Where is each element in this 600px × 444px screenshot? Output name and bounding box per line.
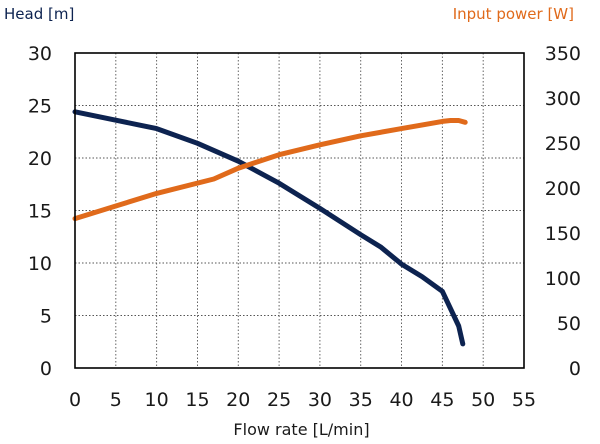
head-line: [72, 109, 466, 347]
left-y-tick-label: 30: [28, 43, 52, 65]
x-tick-label: 20: [226, 389, 250, 411]
x-tick-label: 55: [512, 389, 536, 411]
right-y-tick-label: 150: [545, 223, 581, 245]
left-y-tick-label: 25: [28, 96, 52, 118]
right-y-tick-label: 100: [545, 268, 581, 290]
left-y-tick-label: 5: [40, 306, 52, 328]
right-y-tick-label: 350: [545, 43, 581, 65]
input-power-line: [72, 118, 468, 222]
x-tick-label: 40: [389, 389, 413, 411]
right-y-tick-label: 250: [545, 133, 581, 155]
right-y-tick-label: 0: [569, 358, 581, 380]
right-y-tick-label: 50: [557, 313, 581, 335]
x-tick-label: 5: [110, 389, 122, 411]
right-y-tick-label: 200: [545, 178, 581, 200]
x-tick-label: 10: [145, 389, 169, 411]
x-tick-label: 25: [267, 389, 291, 411]
x-tick-label: 0: [69, 389, 81, 411]
x-tick-label: 30: [308, 389, 332, 411]
left-y-tick-label: 20: [28, 148, 52, 170]
right-y-tick-label: 300: [545, 88, 581, 110]
plot-frame: [74, 52, 525, 369]
left-y-tick-label: 10: [28, 253, 52, 275]
x-axis-title: Flow rate [L/min]: [233, 420, 369, 439]
left-axis-title: Head [m]: [4, 5, 74, 23]
x-tick-label: 50: [471, 389, 495, 411]
x-tick-label: 15: [185, 389, 209, 411]
right-axis-title: Input power [W]: [453, 5, 574, 23]
series-layer: [72, 109, 468, 347]
left-y-tick-labels: 0 5 10 15 20 25 30: [28, 43, 52, 380]
x-tick-labels: 0 5 10 15 20 25 30 35 40 45 50 55: [69, 389, 536, 411]
right-y-tick-labels: 0 50 100 150 200 250 300 350: [545, 43, 581, 380]
left-y-tick-label: 15: [28, 201, 52, 223]
left-y-tick-label: 0: [40, 358, 52, 380]
x-tick-label: 45: [430, 389, 454, 411]
x-tick-label: 35: [349, 389, 373, 411]
